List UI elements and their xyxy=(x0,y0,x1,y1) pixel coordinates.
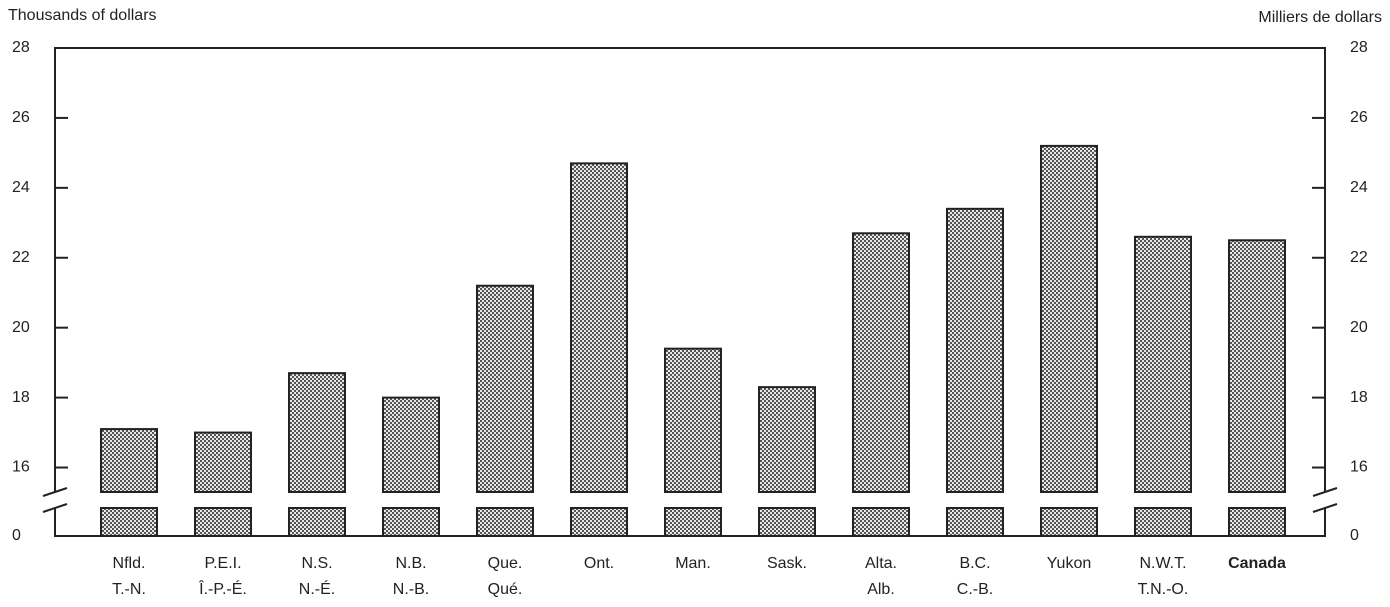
bar-base xyxy=(570,507,628,537)
x-tick-label: Nfld. xyxy=(113,555,146,572)
x-tick-label: Sask. xyxy=(767,555,807,572)
bar xyxy=(288,372,346,493)
bar-base xyxy=(1228,507,1286,537)
y2-tick-label: 24 xyxy=(1350,179,1368,196)
x-tick-label: C.-B. xyxy=(957,581,993,598)
x-tick-label: B.C. xyxy=(959,555,990,572)
bar xyxy=(570,162,628,493)
x-tick-label: Alta. xyxy=(865,555,897,572)
bar xyxy=(946,207,1004,493)
y-tick-label: 28 xyxy=(12,39,30,56)
y2-tick-label: 28 xyxy=(1350,39,1368,56)
x-tick-label: Que. xyxy=(488,555,523,572)
bar-base xyxy=(1134,507,1192,537)
x-tick-label: Alb. xyxy=(867,581,895,598)
y-tick-label: 16 xyxy=(12,459,30,476)
y2-axis-label: Milliers de dollars xyxy=(1258,9,1382,26)
y2-tick-label: 0 xyxy=(1350,527,1359,544)
bar xyxy=(1228,239,1286,493)
bar-base xyxy=(946,507,1004,537)
bar-base xyxy=(194,507,252,537)
x-tick-label: N.S. xyxy=(301,555,332,572)
bar-base xyxy=(476,507,534,537)
x-tick-label: N.B. xyxy=(395,555,426,572)
y-tick-label: 20 xyxy=(12,319,30,336)
y-axis-label: Thousands of dollars xyxy=(8,7,157,24)
x-tick-label: Man. xyxy=(675,555,711,572)
x-tick-label: N.W.T. xyxy=(1139,555,1186,572)
y-tick-label: 24 xyxy=(12,179,30,196)
bar-base xyxy=(288,507,346,537)
bar xyxy=(194,431,252,493)
axis-frame xyxy=(54,47,1326,492)
bar-base xyxy=(382,507,440,537)
bar-base xyxy=(664,507,722,537)
y2-tick-label: 18 xyxy=(1350,389,1368,406)
x-tick-label: T.-N. xyxy=(112,581,146,598)
bar xyxy=(758,386,816,493)
bar xyxy=(100,428,158,493)
axis-break xyxy=(42,487,68,513)
bar-base xyxy=(100,507,158,537)
x-tick-label: Ont. xyxy=(584,555,614,572)
x-tick-label: T.N.-O. xyxy=(1138,581,1189,598)
x-tick-label: Î.-P.-É. xyxy=(198,579,247,598)
y2-tick-label: 22 xyxy=(1350,249,1368,266)
bar xyxy=(1040,144,1098,493)
y-tick-label: 26 xyxy=(12,109,30,126)
x-tick-label: N.-B. xyxy=(393,581,429,598)
y-tick-label: 22 xyxy=(12,249,30,266)
x-tick-label: Yukon xyxy=(1047,555,1091,572)
bar xyxy=(1134,235,1192,493)
bar xyxy=(476,284,534,493)
x-tick-label: P.E.I. xyxy=(204,555,241,572)
y2-tick-label: 16 xyxy=(1350,459,1368,476)
x-tick-label: N.-É. xyxy=(299,579,335,598)
bar-base xyxy=(1040,507,1098,537)
y-tick-label: 18 xyxy=(12,389,30,406)
x-tick-label: Canada xyxy=(1228,555,1286,572)
y2-tick-label: 26 xyxy=(1350,109,1368,126)
y2-tick-label: 20 xyxy=(1350,319,1368,336)
bar-base xyxy=(852,507,910,537)
bar xyxy=(664,347,722,493)
axis-break xyxy=(1312,487,1338,513)
bar-base xyxy=(758,507,816,537)
bar xyxy=(852,232,910,493)
x-tick-label: Qué. xyxy=(488,581,523,598)
bar xyxy=(382,396,440,493)
y-tick-label: 0 xyxy=(12,527,21,544)
